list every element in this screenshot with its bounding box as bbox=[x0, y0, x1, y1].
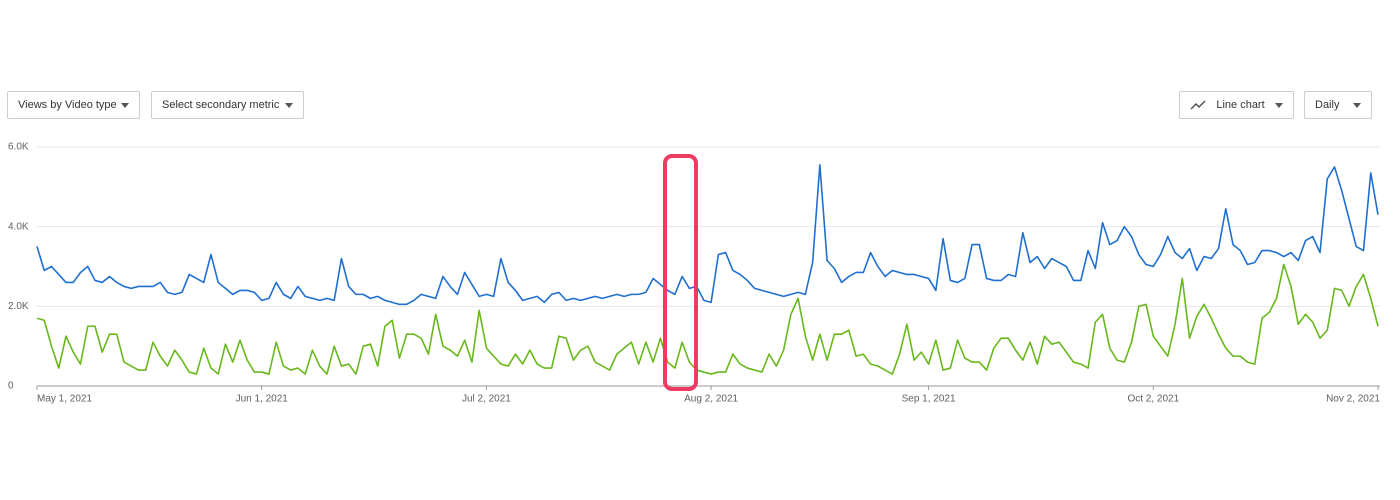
secondary-metric-dropdown[interactable]: Select secondary metric bbox=[151, 91, 304, 119]
series-line bbox=[36, 164, 1379, 306]
dropdown-label: Line chart bbox=[1216, 99, 1265, 111]
x-tick-label: Jun 1, 2021 bbox=[236, 394, 289, 405]
interval-dropdown[interactable]: Daily bbox=[1304, 91, 1372, 119]
caret bbox=[285, 102, 293, 108]
line-icon bbox=[1190, 100, 1206, 110]
plot: 0 2.0K 4.0K 6.0K May 1, 2021 Jun 1, 2021 Jul 2… bbox=[8, 142, 1380, 405]
highlight-box bbox=[663, 154, 698, 391]
y-tick-label: 2.0K bbox=[8, 301, 29, 312]
series-line bbox=[36, 263, 1379, 375]
x-tick-label: Oct 2, 2021 bbox=[1127, 394, 1179, 405]
x-tick-label: Nov 2, 2021 bbox=[1326, 394, 1380, 405]
caret bbox=[1275, 102, 1283, 108]
dropdown-label: Daily bbox=[1315, 99, 1340, 111]
x-tick-label: Jul 2, 2021 bbox=[462, 394, 511, 405]
caret bbox=[1353, 102, 1361, 108]
y-tick-label: 0 bbox=[8, 381, 14, 392]
dropdown-label: Select secondary metric bbox=[162, 99, 280, 111]
y-tick-label: 6.0K bbox=[8, 142, 29, 153]
chart-style-dropdown[interactable]: Line chart bbox=[1179, 91, 1294, 119]
y-tick-label: 4.0K bbox=[8, 221, 29, 232]
caret bbox=[121, 102, 129, 108]
x-tick-label: May 1, 2021 bbox=[37, 394, 92, 405]
dropdown-label: Views by Video type bbox=[18, 99, 117, 111]
x-tick-label: Sep 1, 2021 bbox=[902, 394, 956, 405]
x-tick-label: Aug 2, 2021 bbox=[684, 394, 738, 405]
primary-metric-dropdown[interactable]: Views by Video type bbox=[7, 91, 140, 119]
